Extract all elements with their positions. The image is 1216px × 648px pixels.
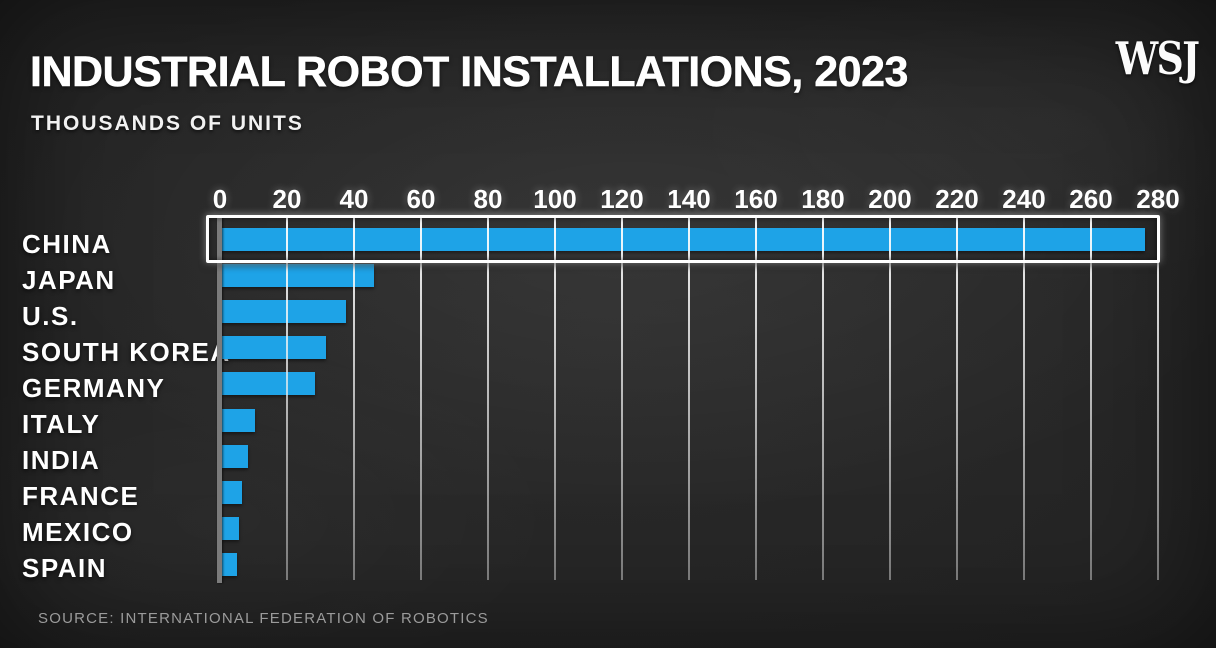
bar-india (222, 444, 249, 468)
chart-units-subtitle: THOUSANDS OF UNITS (31, 112, 304, 135)
label-spain: SPAIN (22, 553, 108, 584)
gridline-260 (1090, 216, 1092, 580)
x-tick-0: 0 (212, 184, 228, 214)
x-tick-60: 60 (406, 184, 436, 214)
bar-japan (222, 264, 375, 288)
gridline-100 (554, 216, 556, 580)
x-tick-120: 120 (600, 184, 644, 214)
bar-south-korea (222, 336, 326, 360)
bar-italy (222, 408, 256, 432)
x-tick-40: 40 (339, 184, 369, 214)
gridline-20 (286, 216, 288, 580)
bar-china (222, 228, 1145, 251)
gridline-200 (889, 216, 891, 580)
chart-title: INDUSTRIAL ROBOT INSTALLATIONS, 2023 (30, 48, 909, 97)
gridline-80 (487, 216, 489, 580)
bar-mexico (222, 516, 240, 540)
x-tick-260: 260 (1069, 184, 1113, 214)
x-tick-80: 80 (473, 184, 503, 214)
bar-france (222, 480, 242, 504)
x-tick-240: 240 (1002, 184, 1046, 214)
x-tick-280: 280 (1136, 184, 1180, 214)
bar-spain (222, 552, 237, 576)
label-japan: JAPAN (22, 264, 116, 295)
bar-u-s (222, 300, 346, 324)
label-mexico: MEXICO (22, 517, 134, 548)
label-south-korea: SOUTH KOREA (22, 336, 231, 367)
label-germany: GERMANY (22, 372, 166, 403)
plot-area (217, 215, 1159, 583)
x-axis-tick-labels: 0 20 40 60 80 100 120 140 160 180 200 220 240 260 280 (213, 184, 1180, 214)
gridline-160 (755, 216, 757, 580)
label-france: FRANCE (22, 481, 140, 512)
x-tick-20: 20 (272, 184, 302, 214)
x-tick-160: 160 (734, 184, 778, 214)
wsj-logo: WSJ (1115, 32, 1199, 85)
source-attribution: SOURCE: INTERNATIONAL FEDERATION OF ROBO… (38, 610, 489, 627)
category-labels: CHINA JAPAN U.S. SOUTH KOREA GERMANY ITALY IND… (22, 216, 229, 584)
x-tick-200: 200 (868, 184, 912, 214)
label-china: CHINA (22, 228, 112, 259)
bar-germany (222, 372, 316, 396)
gridline-240 (1023, 216, 1025, 580)
x-tick-100: 100 (533, 184, 577, 214)
x-tick-180: 180 (801, 184, 845, 214)
label-india: INDIA (22, 445, 101, 476)
gridline-220 (956, 216, 958, 580)
gridline-140 (688, 216, 690, 580)
gridline-60 (420, 216, 422, 580)
x-tick-220: 220 (935, 184, 979, 214)
x-tick-140: 140 (667, 184, 711, 214)
gridline-120 (621, 216, 623, 580)
highlight-box-china (206, 215, 1160, 263)
label-italy: ITALY (22, 409, 101, 439)
gridline-280 (1157, 216, 1159, 580)
zero-axis-line (217, 215, 222, 583)
gridline-40 (353, 216, 355, 580)
gridline-180 (822, 216, 824, 580)
label-u-s: U.S. (22, 300, 79, 331)
